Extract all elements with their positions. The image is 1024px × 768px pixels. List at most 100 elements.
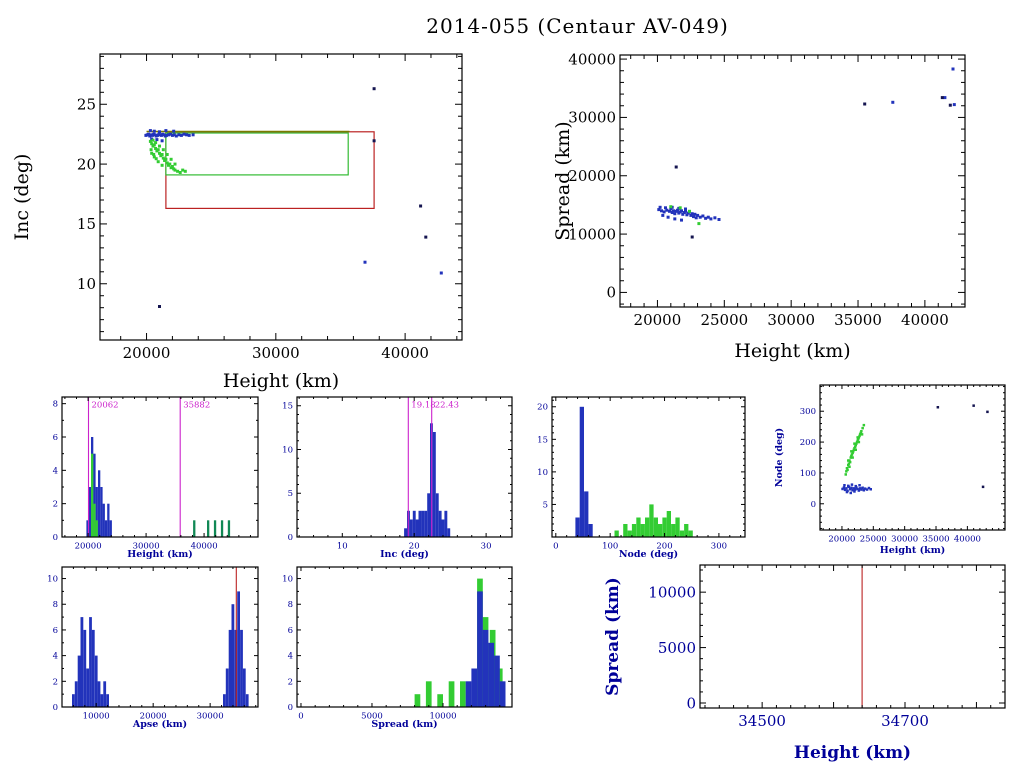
svg-text:15: 15 [537, 435, 548, 445]
svg-text:4: 4 [288, 652, 293, 662]
svg-text:22.43: 22.43 [435, 401, 459, 411]
svg-text:Height (km): Height (km) [223, 370, 339, 392]
svg-text:30000: 30000 [767, 311, 815, 329]
svg-text:30000: 30000 [891, 535, 918, 545]
svg-text:300: 300 [711, 542, 727, 552]
svg-text:10000: 10000 [648, 583, 696, 601]
svg-text:6: 6 [53, 626, 58, 636]
plot-hist-apse: 10000 20000 30000 0 2 4 6 8 10 Apse (km) [30, 560, 265, 732]
svg-text:10000: 10000 [568, 225, 616, 243]
svg-text:8: 8 [288, 600, 293, 610]
svg-text:10000: 10000 [429, 712, 456, 722]
plot-spread-vs-height-zoom: 34500 34700 0 5000 10000 Height (km) Spread (k… [600, 558, 1015, 763]
svg-text:10: 10 [337, 542, 348, 552]
plot-hist-inc: 19.18 22.43 10 20 30 0 5 10 15 Inc (deg) [265, 390, 520, 562]
svg-text:40000: 40000 [954, 535, 981, 545]
svg-text:0: 0 [553, 542, 558, 552]
svg-text:20000: 20000 [75, 542, 102, 552]
svg-text:25000: 25000 [700, 311, 748, 329]
svg-text:Height (km): Height (km) [127, 549, 193, 560]
svg-text:100: 100 [602, 542, 618, 552]
svg-text:5: 5 [543, 500, 548, 510]
svg-text:2: 2 [53, 677, 58, 687]
svg-text:Spread (km): Spread (km) [603, 577, 623, 696]
plot-hist-height: 20062 35882 20000 30000 40000 0 2 4 6 8 Height (km… [30, 390, 265, 562]
svg-text:0: 0 [811, 500, 816, 510]
svg-text:Node (deg): Node (deg) [774, 428, 785, 487]
svg-text:Height (km): Height (km) [880, 545, 946, 556]
svg-text:20000: 20000 [634, 311, 682, 329]
svg-text:5000: 5000 [658, 639, 696, 657]
svg-text:300: 300 [800, 407, 816, 417]
svg-text:20000: 20000 [123, 344, 171, 362]
svg-text:8: 8 [53, 400, 58, 410]
svg-text:0: 0 [288, 533, 293, 543]
svg-text:0: 0 [288, 703, 293, 713]
svg-text:0: 0 [686, 694, 696, 712]
svg-text:25000: 25000 [860, 535, 887, 545]
svg-text:40000: 40000 [568, 50, 616, 68]
svg-text:Height (km): Height (km) [734, 340, 850, 362]
svg-text:200: 200 [800, 438, 816, 448]
svg-text:2: 2 [288, 677, 293, 687]
svg-text:30000: 30000 [568, 109, 616, 127]
svg-text:6: 6 [288, 626, 293, 636]
svg-text:30: 30 [481, 542, 492, 552]
svg-text:35882: 35882 [183, 401, 210, 411]
svg-text:0: 0 [606, 284, 616, 302]
svg-text:10000: 10000 [83, 712, 110, 722]
svg-text:4: 4 [53, 466, 58, 476]
svg-text:Spread (km): Spread (km) [371, 719, 437, 730]
svg-text:20062: 20062 [92, 401, 119, 411]
svg-text:35000: 35000 [922, 535, 949, 545]
svg-text:19.18: 19.18 [411, 401, 435, 411]
svg-text:4: 4 [53, 652, 58, 662]
svg-text:10: 10 [537, 468, 548, 478]
svg-text:Inc (deg): Inc (deg) [12, 154, 33, 241]
svg-text:5: 5 [288, 489, 293, 499]
svg-text:34700: 34700 [881, 712, 929, 730]
svg-text:10: 10 [77, 275, 96, 293]
svg-text:20000: 20000 [828, 535, 855, 545]
svg-text:Inc (deg): Inc (deg) [380, 549, 429, 560]
svg-text:20: 20 [537, 403, 548, 413]
plot-node-vs-height: 20000 25000 30000 35000 40000 0 100 200 300 Heigh… [770, 378, 1015, 558]
svg-text:0: 0 [298, 712, 303, 722]
svg-text:34500: 34500 [738, 712, 786, 730]
svg-text:25: 25 [77, 96, 96, 114]
svg-text:6: 6 [53, 433, 58, 443]
svg-text:15: 15 [77, 215, 96, 233]
svg-text:20000: 20000 [568, 167, 616, 185]
svg-text:20000: 20000 [140, 712, 167, 722]
svg-text:20: 20 [409, 542, 420, 552]
svg-text:5000: 5000 [361, 712, 383, 722]
svg-text:10: 10 [47, 575, 58, 585]
svg-text:20: 20 [77, 155, 96, 173]
svg-text:Height (km): Height (km) [794, 743, 911, 763]
svg-text:30000: 30000 [133, 542, 160, 552]
figure-title: 2014-055 (Centaur AV-049) [426, 14, 729, 38]
svg-text:40000: 40000 [191, 542, 218, 552]
plot-hist-node: 0 100 200 300 5 10 15 20 Node (deg) [520, 390, 753, 562]
svg-text:10: 10 [282, 575, 293, 585]
svg-text:200: 200 [656, 542, 672, 552]
svg-text:Node (deg): Node (deg) [619, 549, 678, 560]
svg-text:2: 2 [53, 500, 58, 510]
plot-inc-vs-height: 20000 30000 40000 10 15 20 25 Height (km) Inc (d… [11, 42, 472, 392]
plot-spread-vs-height: 20000 25000 30000 35000 40000 0 10000 20000 3000… [552, 42, 975, 362]
svg-text:30000: 30000 [197, 712, 224, 722]
svg-text:Apse (km): Apse (km) [132, 719, 187, 730]
svg-text:Spread (km): Spread (km) [555, 121, 574, 240]
svg-text:10: 10 [282, 446, 293, 456]
svg-text:40000: 40000 [901, 311, 949, 329]
plot-hist-spread: 0 5000 10000 0 2 4 6 8 10 Spread (km) [265, 560, 520, 732]
svg-text:100: 100 [800, 469, 816, 479]
svg-text:40000: 40000 [381, 344, 429, 362]
svg-text:0: 0 [53, 703, 58, 713]
svg-text:0: 0 [53, 533, 58, 543]
svg-text:8: 8 [53, 600, 58, 610]
svg-text:30000: 30000 [252, 344, 300, 362]
svg-text:35000: 35000 [834, 311, 882, 329]
svg-text:15: 15 [282, 402, 293, 412]
